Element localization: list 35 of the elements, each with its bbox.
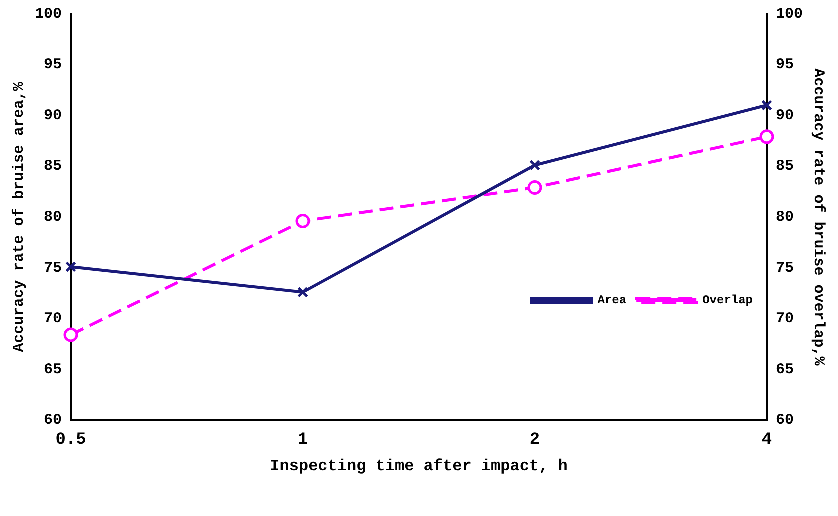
point xyxy=(64,328,78,342)
x-axis-title: Inspecting time after impact, h xyxy=(270,457,568,476)
legend-label: Area xyxy=(598,294,627,308)
y-tick-label: 90 xyxy=(44,107,62,124)
y2-tick-label: 60 xyxy=(776,412,794,430)
y2-tick-label: 75 xyxy=(776,260,794,277)
y-tick-label: 70 xyxy=(44,310,62,328)
y2-tick-label: 80 xyxy=(776,208,794,226)
y2-tick-label: 70 xyxy=(776,310,794,328)
legend-label: Overlap xyxy=(702,294,754,308)
y2-tick-label: 85 xyxy=(776,158,794,176)
y-tick-label: 95 xyxy=(44,56,62,74)
y-tick-label: 60 xyxy=(44,412,62,430)
y2-tick-label: 100 xyxy=(776,6,804,23)
point xyxy=(298,286,308,298)
y-tick-label: 75 xyxy=(44,260,62,277)
x-tick-label: 2 xyxy=(530,430,540,450)
x-tick-label: 1 xyxy=(298,430,308,450)
y2-axis-title: Accuracy rate of bruise overlap,% xyxy=(810,68,828,367)
point xyxy=(528,180,542,195)
point xyxy=(66,261,76,272)
y-tick-label: 100 xyxy=(34,6,62,23)
x-tick-label: 0.5 xyxy=(56,430,86,450)
y-tick-label: 85 xyxy=(44,158,62,176)
x-tick-label: 4 xyxy=(762,430,772,450)
point xyxy=(760,130,774,144)
y-tick-label: 80 xyxy=(44,208,62,226)
point xyxy=(296,214,310,229)
point xyxy=(762,100,772,111)
y2-tick-label: 90 xyxy=(776,107,794,124)
y-tick-label: 65 xyxy=(44,361,62,378)
y-axis-title: Accuracy rate of bruise area,% xyxy=(10,81,28,352)
point xyxy=(530,160,540,171)
y2-tick-label: 65 xyxy=(776,361,794,378)
y2-tick-label: 95 xyxy=(776,56,794,74)
